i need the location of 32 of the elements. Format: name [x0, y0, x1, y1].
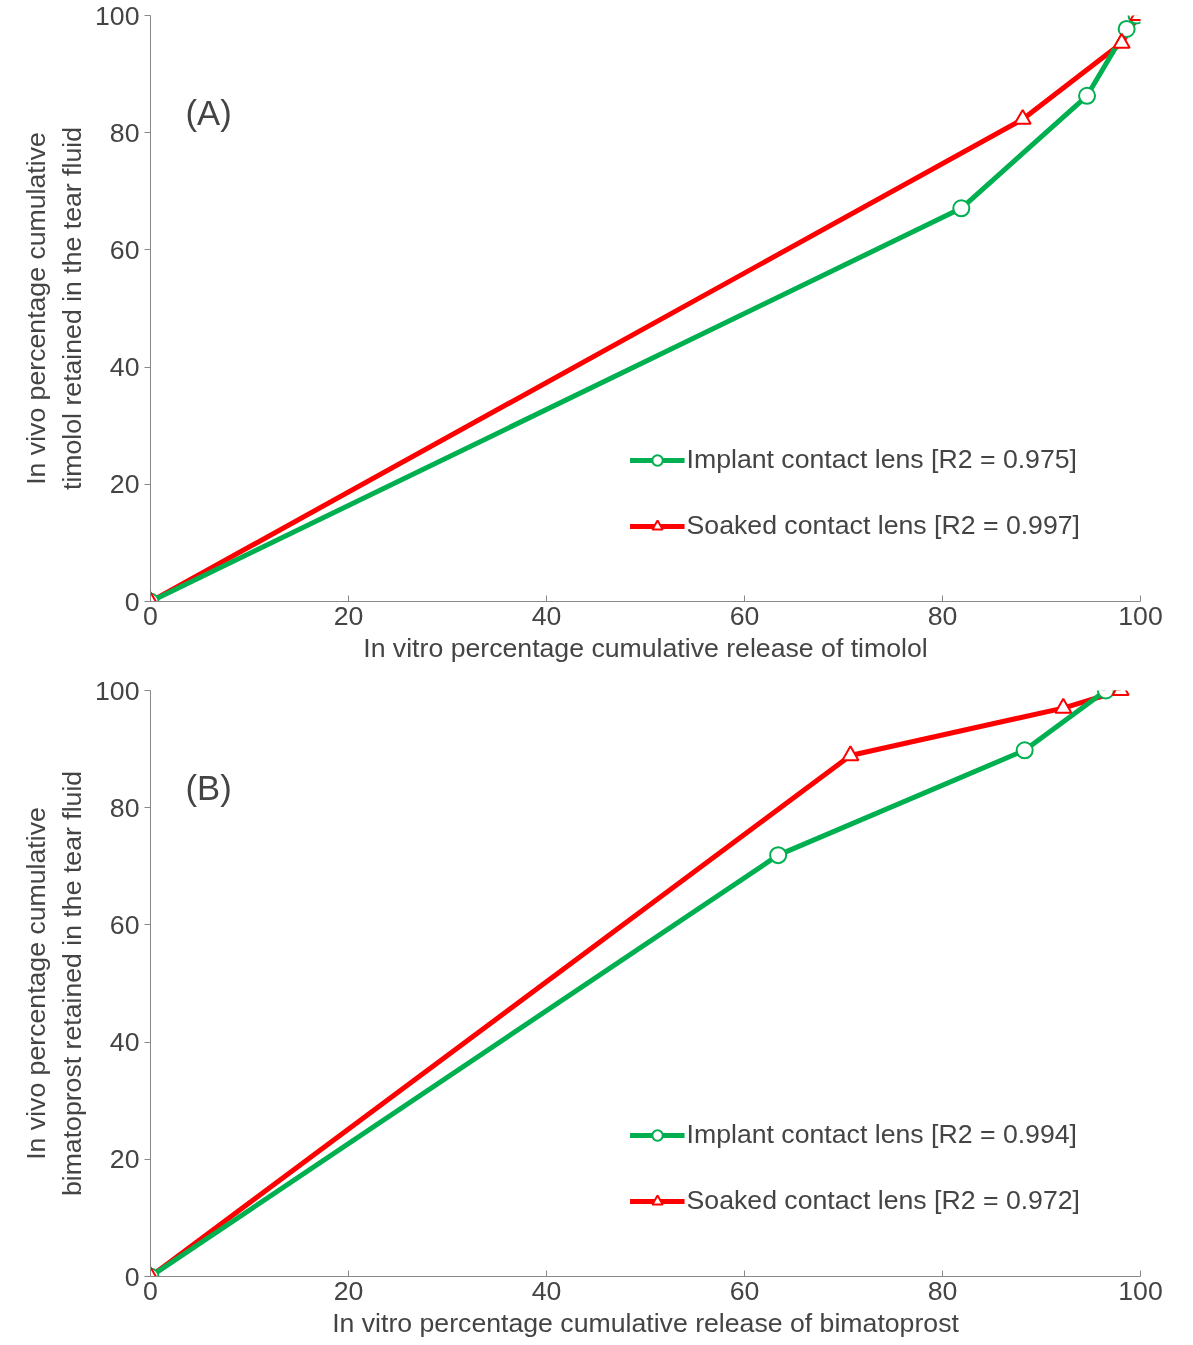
y-tick-label: 100	[95, 0, 140, 31]
legend-label: Implant contact lens [R2 = 0.975]	[686, 444, 1077, 475]
y-tick-label: 40	[109, 352, 140, 383]
point	[769, 846, 788, 865]
annotation: (A)	[185, 93, 232, 132]
y-tick-label: 20	[109, 469, 140, 500]
x-tick-label: 60	[729, 1275, 760, 1306]
x-tick-label: 40	[531, 1275, 562, 1306]
x-tick-label: 80	[927, 600, 958, 631]
x-tick-label: 80	[927, 1275, 958, 1306]
x-tick-label: 20	[333, 1275, 364, 1306]
y-tick-label: 60	[109, 234, 140, 265]
x-tick-label: 40	[531, 600, 562, 631]
x-tick-label: 100	[1118, 600, 1163, 631]
point	[1015, 741, 1034, 760]
legend-label: Implant contact lens [R2 = 0.994]	[686, 1119, 1077, 1150]
x-axis-title: In vitro percentage cumulative release of bimatoprost	[332, 1307, 960, 1338]
y-axis-title: In vivo percentage cumulative bimatoprost retained in the tear fluid	[21, 770, 88, 1197]
y-tick-label: 80	[109, 117, 140, 148]
legend-label: Soaked contact lens [R2 = 0.997]	[686, 510, 1080, 541]
y-tick-label: 60	[109, 909, 140, 940]
y-tick-label: 100	[95, 675, 140, 706]
legend-label: Soaked contact lens [R2 = 0.972]	[686, 1185, 1080, 1216]
y-axis-title: In vivo percentage cumulative timolol retained in the tear fluid	[21, 126, 88, 491]
x-axis-title: In vitro percentage cumulative release of timolol	[363, 632, 928, 663]
y-tick-label: 40	[109, 1027, 140, 1058]
y-tick-label: 80	[109, 792, 140, 823]
y-tick-label: 20	[109, 1144, 140, 1175]
x-tick-label: 60	[729, 600, 760, 631]
annotation: (B)	[185, 768, 232, 807]
x-tick-label: 100	[1118, 1275, 1163, 1306]
x-tick-label: 20	[333, 600, 364, 631]
